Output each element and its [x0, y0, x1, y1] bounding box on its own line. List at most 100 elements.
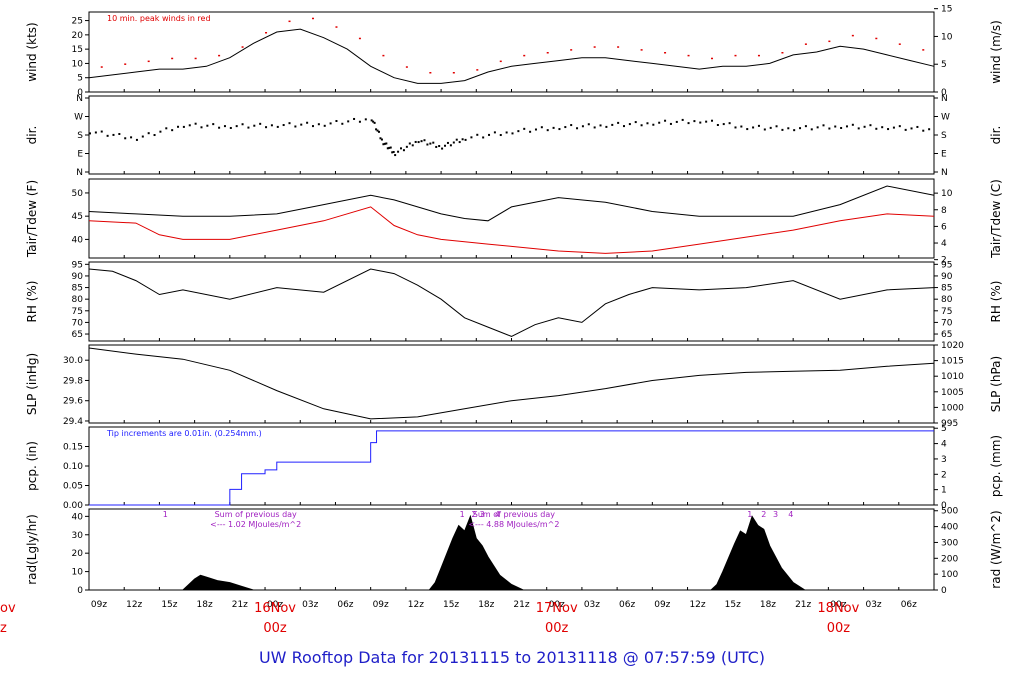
wind-peak-mark	[593, 46, 596, 48]
dir-point	[135, 138, 138, 141]
dir-point	[628, 123, 631, 126]
dir-point	[652, 123, 655, 126]
dir-point	[118, 132, 121, 135]
dir-point	[364, 118, 367, 121]
dir-point	[223, 125, 226, 128]
dir-point	[493, 131, 496, 134]
dir-point	[804, 125, 807, 128]
x-hour-label: 09z	[654, 600, 670, 610]
rh-ylabel-right: RH (%)	[989, 281, 1003, 323]
dir-point	[379, 137, 382, 140]
rad-marker: 1	[747, 510, 752, 519]
dir-point	[822, 124, 825, 127]
dir-point	[687, 122, 690, 125]
wind-peak-mark	[100, 66, 103, 68]
dir-point	[581, 125, 584, 128]
dir-point	[757, 124, 760, 127]
dir-point	[816, 126, 819, 129]
dir-point	[634, 121, 637, 124]
wind-right-tick-label: 5	[941, 60, 947, 70]
dir-point	[265, 126, 268, 129]
dir-point	[892, 126, 895, 129]
dir-point	[499, 134, 502, 137]
dir-point	[282, 124, 285, 127]
dir-point	[397, 150, 400, 153]
slp-right-tick-label: 1000	[941, 403, 964, 413]
dir-point	[375, 128, 378, 131]
dir-point	[570, 124, 573, 127]
rh-left-tick-label: 85	[72, 284, 83, 294]
pcp-ylabel-left: pcp. (in)	[25, 441, 39, 491]
rh-left-tick-label: 80	[72, 295, 84, 305]
wind-peak-mark	[687, 54, 690, 57]
dir-point	[417, 141, 420, 144]
dir-point	[511, 132, 514, 135]
rad-annotation: <--- 4.88 MJoules/m^2	[468, 520, 559, 529]
dir-point	[605, 125, 608, 128]
dir-point	[444, 144, 447, 147]
rh-right-tick-label: 85	[941, 284, 952, 294]
dir-point	[441, 147, 444, 150]
wind-peak-mark	[382, 54, 385, 57]
wind-peak-mark	[124, 63, 127, 65]
dir-point	[646, 122, 649, 125]
dir-point	[517, 130, 520, 133]
dir-ylabel-left: dir.	[25, 126, 39, 145]
dir-point	[247, 126, 250, 129]
wind-left-tick-label: 5	[77, 74, 83, 84]
temp-left-tick-label: 40	[72, 235, 84, 245]
dir-point	[112, 133, 115, 136]
dir-point	[546, 129, 549, 132]
x-hour-label: 12z	[689, 600, 705, 610]
dir-point	[728, 122, 731, 125]
dir-point	[775, 125, 778, 128]
dir-point	[212, 123, 215, 126]
dir-point	[385, 142, 388, 145]
dir-point	[752, 126, 755, 129]
wind-peak-mark	[546, 52, 549, 54]
rh-left-tick-label: 90	[72, 272, 84, 282]
dir-point	[564, 126, 567, 129]
rh-ylabel-left: RH (%)	[25, 281, 39, 323]
temp-left-tick-label: 45	[72, 212, 83, 222]
rad-left-tick-label: 0	[77, 586, 83, 596]
rad-marker: 2	[761, 510, 766, 519]
pcp-left-tick-label: 0.10	[63, 462, 83, 472]
dir-point	[177, 125, 180, 128]
dir-point	[576, 127, 579, 130]
dir-point	[432, 141, 435, 144]
wind-peak-mark	[335, 26, 338, 28]
dir-point	[617, 121, 620, 124]
wind-peak-mark	[851, 34, 854, 37]
pcp-left-tick-label: 0.05	[63, 482, 83, 492]
pcp-right-tick-label: 4	[941, 440, 947, 450]
wind-peak-mark	[664, 52, 667, 54]
dir-point	[640, 124, 643, 127]
pcp-right-tick-label: 0	[941, 501, 947, 511]
slp-ylabel-left: SLP (inHg)	[25, 353, 39, 415]
dir-point	[587, 123, 590, 126]
dir-point	[429, 142, 432, 145]
dir-point	[740, 125, 743, 128]
dir-point	[414, 140, 417, 143]
dir-point	[693, 120, 696, 123]
rad-right-tick-label: 300	[941, 538, 958, 548]
dir-point	[376, 129, 379, 132]
dir-point	[711, 119, 714, 122]
x-date-edge-sub-label: z	[0, 621, 7, 636]
wind-peak-mark	[241, 46, 244, 48]
x-hour-label: 21z	[795, 600, 811, 610]
dir-point	[482, 136, 485, 139]
rad-marker: 1	[163, 510, 168, 519]
dir-point	[241, 123, 244, 126]
dir-point	[793, 129, 796, 132]
dir-point	[446, 141, 449, 144]
dir-point	[420, 140, 423, 143]
x-hour-label: 03z	[302, 600, 318, 610]
wind-peak-mark	[171, 57, 174, 60]
x-hour-label: 21z	[232, 600, 248, 610]
dir-point	[288, 122, 291, 125]
rh-right-tick-label: 95	[941, 260, 952, 270]
dir-right-tick-label: S	[941, 131, 947, 141]
